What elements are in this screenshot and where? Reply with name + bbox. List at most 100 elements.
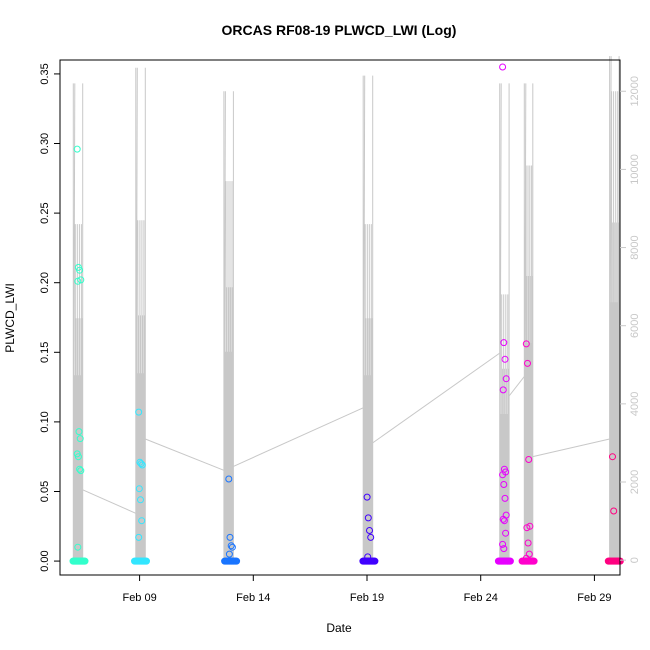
data-point (74, 453, 82, 461)
data-point (135, 533, 143, 541)
altitude-connector (508, 376, 525, 397)
series-rf12 (494, 63, 514, 565)
y2-tick-label: 4000 (629, 392, 641, 416)
x-tick-label: Feb 19 (350, 592, 384, 604)
data-point (522, 340, 530, 348)
data-point (76, 465, 84, 473)
data-point (499, 63, 507, 71)
altitude-trace (223, 91, 364, 561)
data-point (366, 527, 373, 534)
altitude-trace (362, 75, 500, 561)
data-point (530, 557, 538, 565)
data-point (77, 467, 85, 475)
data-point (500, 339, 508, 347)
y-tick-label: 0.35 (39, 63, 51, 84)
data-point (74, 277, 82, 285)
data-point (138, 517, 146, 525)
y-tick-label: 0.10 (39, 411, 51, 432)
data-point (502, 375, 510, 383)
data-point (523, 524, 531, 532)
data-point (363, 493, 371, 501)
data-point (137, 460, 145, 468)
x-tick-label: Feb 09 (122, 592, 156, 604)
y-tick-label: 0.15 (39, 342, 51, 363)
points-layer (69, 63, 624, 565)
data-point (226, 533, 234, 541)
altitude-connector (82, 489, 137, 514)
series-rf10 (221, 475, 241, 565)
data-point (137, 496, 144, 504)
data-point (371, 557, 379, 565)
data-point (135, 408, 143, 416)
data-point (143, 557, 150, 565)
y-axis-right: 0 2000 4000 6000 8000 10000 12000 (620, 76, 641, 563)
data-point (227, 542, 235, 550)
y-axis-label: PLWCD_LWI (3, 283, 17, 353)
data-point (233, 557, 241, 565)
altitude-profile (223, 91, 234, 561)
chart-title: ORCAS RF08-19 PLWCD_LWI (Log) (222, 22, 457, 38)
data-point (75, 428, 83, 436)
series-rf09 (131, 408, 150, 565)
data-point (499, 515, 507, 523)
altitude-layer (72, 56, 620, 561)
data-point (500, 545, 508, 553)
data-point (499, 471, 507, 479)
altitude-profile (523, 83, 534, 561)
plot-frame (59, 59, 621, 576)
data-point (74, 543, 82, 551)
y-tick-label: 0.30 (39, 133, 51, 154)
series-rf11 (359, 493, 379, 565)
data-point (524, 359, 531, 367)
altitude-connector (233, 407, 364, 467)
altitude-connector (532, 438, 610, 458)
data-point (73, 145, 81, 153)
data-point (609, 453, 616, 461)
y-tick-label: 0.25 (39, 202, 51, 223)
data-point (499, 540, 507, 548)
y2-tick-label: 6000 (629, 313, 641, 337)
x-tick-label: Feb 14 (236, 592, 270, 604)
data-point (225, 550, 233, 558)
data-point (364, 514, 372, 522)
y2-tick-label: 12000 (629, 76, 641, 107)
y2-tick-label: 2000 (629, 470, 641, 494)
altitude-profile (362, 75, 374, 561)
series-rf08 (69, 145, 89, 565)
altitude-connector (372, 352, 500, 444)
data-point (501, 494, 509, 502)
data-point (76, 266, 84, 274)
data-point (367, 533, 375, 541)
y-tick-label: 0.20 (39, 272, 51, 293)
data-point (225, 475, 233, 483)
data-point (138, 461, 146, 469)
y2-tick-label: 8000 (629, 235, 641, 259)
y-axis-left: 0.00 0.05 0.10 0.15 0.20 0.25 0.30 0.35 (39, 63, 60, 572)
data-point (81, 557, 89, 565)
x-tick-label: Feb 29 (577, 592, 611, 604)
altitude-trace (609, 56, 620, 561)
x-axis: Feb 09 Feb 14 Feb 19 Feb 24 Feb 29 (122, 575, 612, 604)
data-point (135, 485, 143, 493)
data-point (500, 517, 508, 525)
data-point (525, 456, 533, 463)
data-point (506, 557, 514, 565)
x-tick-label: Feb 24 (464, 592, 498, 604)
data-point (501, 355, 509, 363)
y-tick-label: 0.05 (39, 481, 51, 502)
y2-tick-label: 0 (629, 557, 641, 563)
y-tick-label: 0.00 (39, 550, 51, 571)
data-point (610, 507, 618, 515)
altitude-trace (523, 83, 610, 561)
data-point (524, 539, 532, 547)
series-rf13 (518, 340, 538, 565)
data-point (500, 481, 508, 488)
data-point (228, 543, 236, 551)
altitude-profile (609, 56, 620, 561)
x-axis-label: Date (326, 621, 352, 635)
data-point (76, 435, 84, 443)
altitude-connector (145, 438, 225, 471)
y2-tick-label: 10000 (629, 154, 641, 185)
